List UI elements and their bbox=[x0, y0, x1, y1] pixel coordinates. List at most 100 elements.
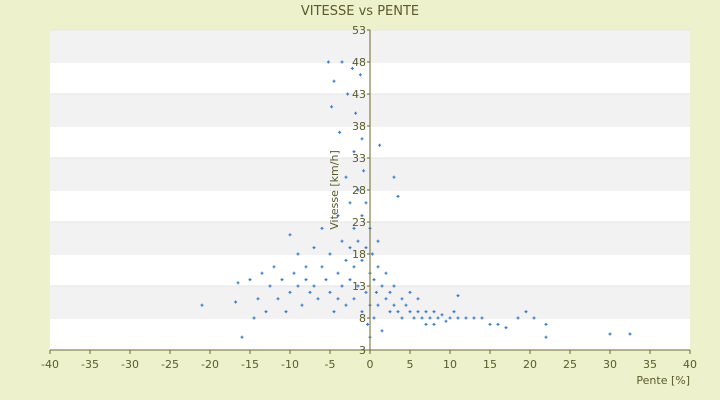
x-tick-label: 10 bbox=[443, 358, 457, 371]
data-point bbox=[374, 290, 378, 294]
data-point bbox=[380, 284, 384, 288]
data-point bbox=[524, 310, 528, 314]
data-point bbox=[260, 271, 264, 275]
data-point bbox=[376, 303, 380, 307]
data-point bbox=[384, 297, 388, 301]
data-point bbox=[234, 300, 238, 304]
data-point bbox=[456, 316, 460, 320]
data-point bbox=[352, 297, 356, 301]
data-point bbox=[360, 258, 364, 262]
x-tick-label: 30 bbox=[603, 358, 617, 371]
y-tick-label: 8 bbox=[359, 312, 366, 325]
data-point bbox=[392, 284, 396, 288]
data-point bbox=[404, 303, 408, 307]
data-point bbox=[416, 310, 420, 314]
y-tick-label: 13 bbox=[352, 280, 366, 293]
data-point bbox=[364, 246, 368, 250]
data-point bbox=[396, 194, 400, 198]
data-point bbox=[488, 322, 492, 326]
data-point bbox=[308, 290, 312, 294]
data-point bbox=[352, 150, 356, 154]
data-point bbox=[364, 290, 368, 294]
data-point bbox=[340, 239, 344, 243]
data-point bbox=[348, 246, 352, 250]
data-point bbox=[456, 294, 460, 298]
data-point bbox=[328, 290, 332, 294]
data-point bbox=[424, 310, 428, 314]
x-tick-label: 20 bbox=[523, 358, 537, 371]
x-tick-label: -25 bbox=[161, 358, 179, 371]
data-point bbox=[376, 265, 380, 269]
data-point bbox=[358, 73, 362, 77]
data-point bbox=[252, 316, 256, 320]
data-point bbox=[344, 303, 348, 307]
x-tick-label: -40 bbox=[41, 358, 59, 371]
y-tick-label: 28 bbox=[352, 184, 366, 197]
x-tick-label: 15 bbox=[483, 358, 497, 371]
data-point bbox=[424, 322, 428, 326]
data-point bbox=[400, 316, 404, 320]
data-point bbox=[304, 278, 308, 282]
data-point bbox=[452, 310, 456, 314]
data-point bbox=[248, 278, 252, 282]
data-point bbox=[352, 226, 356, 230]
data-point bbox=[336, 214, 340, 218]
data-point bbox=[544, 335, 548, 339]
data-point bbox=[276, 297, 280, 301]
data-point bbox=[296, 252, 300, 256]
data-point bbox=[412, 316, 416, 320]
data-point bbox=[268, 284, 272, 288]
x-tick-label: -35 bbox=[81, 358, 99, 371]
data-point bbox=[432, 322, 436, 326]
data-point bbox=[324, 278, 328, 282]
data-point bbox=[348, 201, 352, 205]
data-point bbox=[448, 316, 452, 320]
data-point bbox=[608, 332, 612, 336]
data-point bbox=[392, 303, 396, 307]
data-point bbox=[292, 271, 296, 275]
y-tick-label: 38 bbox=[352, 120, 366, 133]
data-point bbox=[378, 143, 382, 147]
data-point bbox=[356, 239, 360, 243]
data-point bbox=[504, 326, 508, 330]
data-point bbox=[316, 297, 320, 301]
data-point bbox=[532, 316, 536, 320]
x-axis-title: Pente [%] bbox=[636, 374, 690, 387]
data-point bbox=[362, 169, 366, 173]
data-point bbox=[408, 290, 412, 294]
data-point bbox=[372, 278, 376, 282]
data-point bbox=[328, 252, 332, 256]
data-point bbox=[240, 335, 244, 339]
data-point bbox=[472, 316, 476, 320]
data-point bbox=[332, 79, 336, 83]
data-point bbox=[408, 310, 412, 314]
data-point bbox=[356, 284, 360, 288]
data-point bbox=[372, 316, 376, 320]
data-point bbox=[348, 278, 352, 282]
data-point bbox=[280, 278, 284, 282]
data-point bbox=[200, 303, 204, 307]
x-tick-label: 25 bbox=[563, 358, 577, 371]
y-tick-label: 18 bbox=[352, 248, 366, 261]
data-points bbox=[200, 60, 632, 339]
y-tick-label: 43 bbox=[352, 88, 366, 101]
x-tick-label: -15 bbox=[241, 358, 259, 371]
data-point bbox=[264, 310, 268, 314]
data-point bbox=[428, 316, 432, 320]
data-point bbox=[256, 297, 260, 301]
data-point bbox=[420, 316, 424, 320]
data-point bbox=[312, 246, 316, 250]
data-point bbox=[304, 265, 308, 269]
data-point bbox=[516, 316, 520, 320]
x-tick-label: -10 bbox=[281, 358, 299, 371]
x-tick-label: 35 bbox=[643, 358, 657, 371]
y-tick-label: 48 bbox=[352, 56, 366, 69]
y-tick-label: 33 bbox=[352, 152, 366, 165]
data-point bbox=[356, 188, 360, 192]
x-tick-label: -30 bbox=[121, 358, 139, 371]
y-tick-label: 23 bbox=[352, 216, 366, 229]
data-point bbox=[354, 111, 358, 115]
data-point bbox=[336, 297, 340, 301]
